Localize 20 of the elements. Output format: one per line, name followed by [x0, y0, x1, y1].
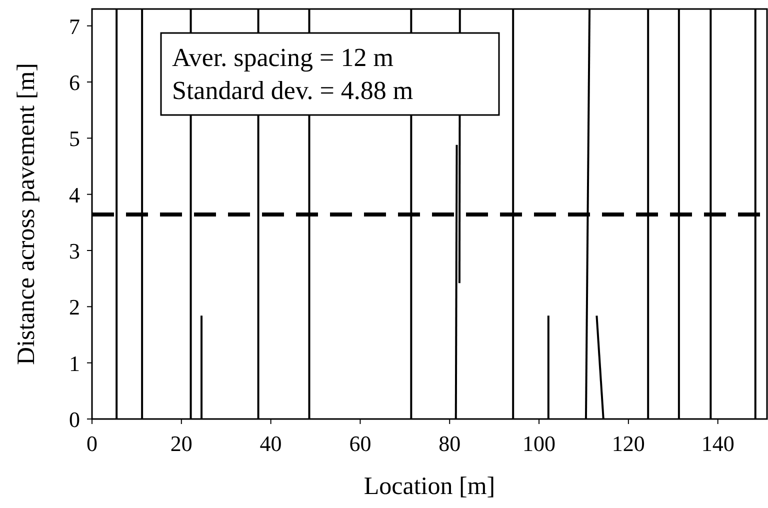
- y-axis-title: Distance across pavement [m]: [13, 63, 40, 365]
- y-tick-label: 4: [69, 182, 80, 208]
- x-tick-label: 40: [260, 431, 282, 456]
- x-axis-title: Location [m]: [364, 473, 496, 500]
- y-tick-label: 2: [69, 294, 80, 320]
- annotation: Aver. spacing = 12 m: [172, 43, 394, 72]
- y-tick-label: 0: [69, 407, 80, 432]
- x-tick-label: 0: [86, 431, 98, 456]
- x-tick-label: 140: [701, 431, 734, 456]
- y-tick-label: 7: [69, 14, 80, 39]
- x-tick-label: 120: [612, 431, 645, 456]
- annotation: Standard dev. = 4.88 m: [172, 76, 414, 105]
- y-tick-label: 5: [69, 126, 80, 152]
- x-tick-label: 80: [438, 431, 461, 456]
- x-tick-label: 20: [170, 431, 192, 456]
- y-tick-label: 3: [69, 238, 80, 264]
- y-tick-label: 6: [69, 70, 80, 96]
- y-tick-label: 1: [69, 350, 80, 376]
- x-tick-label: 100: [522, 431, 556, 456]
- x-tick-label: 60: [349, 431, 372, 456]
